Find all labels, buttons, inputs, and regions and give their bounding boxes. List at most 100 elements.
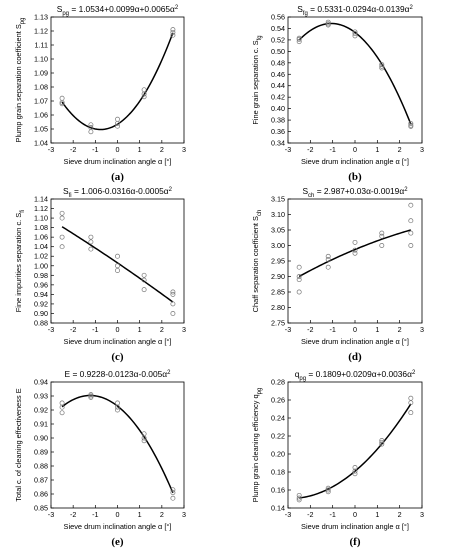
y-tick-label: 0.85: [34, 504, 48, 513]
data-point: [115, 268, 120, 273]
data-point: [352, 250, 358, 256]
plot-frame: [287, 381, 423, 509]
data-point: [408, 121, 414, 126]
x-tick-label: 1: [375, 145, 379, 154]
data-point: [59, 95, 65, 101]
chart-panel-3: -3 -2 -1 0 1 2 30.880.900.920.940.960.981.001.…: [14, 186, 186, 363]
y-axis-label: Plump grain separation coefficient Spg: [14, 18, 26, 143]
y-tick-label: 2.95: [271, 257, 285, 266]
y-tick-label: 0.18: [271, 468, 285, 477]
y-axis-label: Plump grain cleaning efficiency qpg: [251, 388, 263, 503]
x-tick-label: 0: [353, 325, 357, 334]
y-tick-label: 1.09: [34, 69, 48, 78]
x-tick-label: 0: [116, 145, 120, 154]
chart-panel-4: -3 -2 -1 0 1 2 3 2.75 2.80 2.85 2.90 2.95 3.00 3.05 3.…: [251, 186, 424, 363]
data-point: [141, 94, 147, 100]
data-point: [325, 253, 331, 259]
data-point: [115, 407, 120, 413]
y-tick-label: 0.46: [271, 70, 285, 79]
data-point: [59, 101, 65, 107]
data-point: [379, 441, 385, 447]
x-tick-label: 1: [138, 325, 142, 334]
data-point: [325, 487, 331, 493]
chart-panel-5: -3 -2 -1 0 1 2 3 0.85 0.86 0.87 0.88 0.89 0.90 0.91 0.…: [14, 369, 186, 548]
fit-curve: [298, 22, 412, 125]
chart-panel-1: -3 -2 -1 0 1 2 3 1.04 1.05 1.06 1.07 1.08 1.09 1.10 1.…: [14, 4, 186, 183]
y-tick-label: 1.04: [34, 139, 48, 148]
y-tick-label: 0.36: [271, 127, 285, 136]
y-tick-label: 2.75: [271, 319, 285, 328]
y-tick-label: 0.94: [34, 290, 48, 299]
y-tick-label: 0.91: [34, 420, 48, 429]
y-tick-label: 0.98: [34, 271, 48, 280]
data-point: [59, 400, 65, 406]
y-tick-label: 1.07: [34, 97, 48, 106]
x-tick-label: 3: [182, 325, 186, 334]
x-tick-label: 2: [398, 510, 402, 519]
y-tick-label: 0.54: [271, 24, 285, 33]
chart-panel-2: -3 -2 -1 0 1 2 3 0.34 0.36 0.38 0.40 0.42 0.44 0.46 0.…: [251, 4, 424, 183]
plot-frame: [50, 198, 185, 324]
y-tick-label: 0.24: [271, 414, 285, 423]
x-axis-label: Sieve drum inclination angle α [°]: [64, 157, 172, 166]
x-tick-label: 3: [420, 325, 424, 334]
plot-frame: [287, 198, 423, 324]
fit-curve: [298, 229, 412, 278]
y-tick-label: 0.90: [34, 434, 48, 443]
y-tick-label: 1.08: [34, 223, 48, 232]
chart-panel-6: -3 -2 -1 0 1 2 3 0.14 0.16 0.18 0.20 0.22 0.24 0.26 0.…: [251, 369, 424, 548]
x-tick-label: 1: [375, 325, 379, 334]
y-tick-label: 1.08: [34, 83, 48, 92]
x-axis-label: Sieve drum inclination angle α [°]: [301, 157, 409, 166]
data-point: [296, 264, 302, 270]
y-tick-label: 1.14: [34, 195, 48, 204]
data-point: [170, 490, 176, 496]
panel-title: Sch = 2.987+0.03α-0.0019α2: [302, 186, 408, 199]
y-tick-label: 0.96: [34, 280, 48, 289]
x-axis-label: Sieve drum inclination angle α [°]: [64, 337, 172, 346]
fit-curve: [61, 226, 174, 303]
y-tick-label: 1.13: [34, 13, 48, 22]
y-tick-label: 1.10: [34, 55, 48, 64]
x-tick-label: -1: [329, 145, 335, 154]
data-point: [141, 272, 147, 278]
x-tick-label: 1: [138, 510, 142, 519]
data-point: [296, 277, 302, 283]
data-point: [88, 393, 94, 399]
data-point: [325, 485, 331, 491]
x-axis-label: Sieve drum inclination angle α [°]: [64, 522, 172, 531]
data-point: [296, 39, 302, 45]
y-tick-label: 0.34: [271, 139, 285, 148]
fit-curve: [61, 32, 174, 131]
x-tick-label: -2: [307, 325, 313, 334]
data-point: [408, 122, 414, 128]
data-point: [88, 239, 94, 245]
data-point: [408, 202, 414, 208]
y-tick-label: 1.12: [34, 27, 48, 36]
data-point: [59, 234, 65, 240]
data-point: [141, 438, 147, 444]
x-axis-label: Sieve drum inclination angle α [°]: [301, 337, 409, 346]
x-tick-label: -1: [92, 325, 98, 334]
y-tick-label: 0.52: [271, 35, 285, 44]
data-point: [352, 29, 358, 35]
x-tick-label: 0: [353, 510, 357, 519]
y-tick-label: 0.42: [271, 93, 285, 102]
panel-label: (a): [111, 171, 124, 183]
data-point: [88, 129, 94, 135]
data-point: [296, 495, 302, 501]
data-point: [352, 471, 358, 477]
x-tick-label: -2: [70, 325, 76, 334]
data-point: [88, 392, 94, 398]
data-point: [141, 287, 147, 293]
panel-title: Sfg = 0.5331-0.0294α-0.0139α2: [297, 4, 413, 17]
x-tick-label: 3: [420, 510, 424, 519]
x-axis-label: Sieve drum inclination angle α [°]: [301, 522, 409, 531]
y-tick-label: 3.00: [271, 241, 285, 250]
y-tick-label: 0.92: [34, 299, 48, 308]
data-point: [379, 439, 385, 445]
data-point: [296, 289, 302, 295]
y-tick-label: 2.80: [271, 303, 285, 312]
x-tick-label: 3: [182, 145, 186, 154]
x-tick-label: -2: [307, 510, 313, 519]
